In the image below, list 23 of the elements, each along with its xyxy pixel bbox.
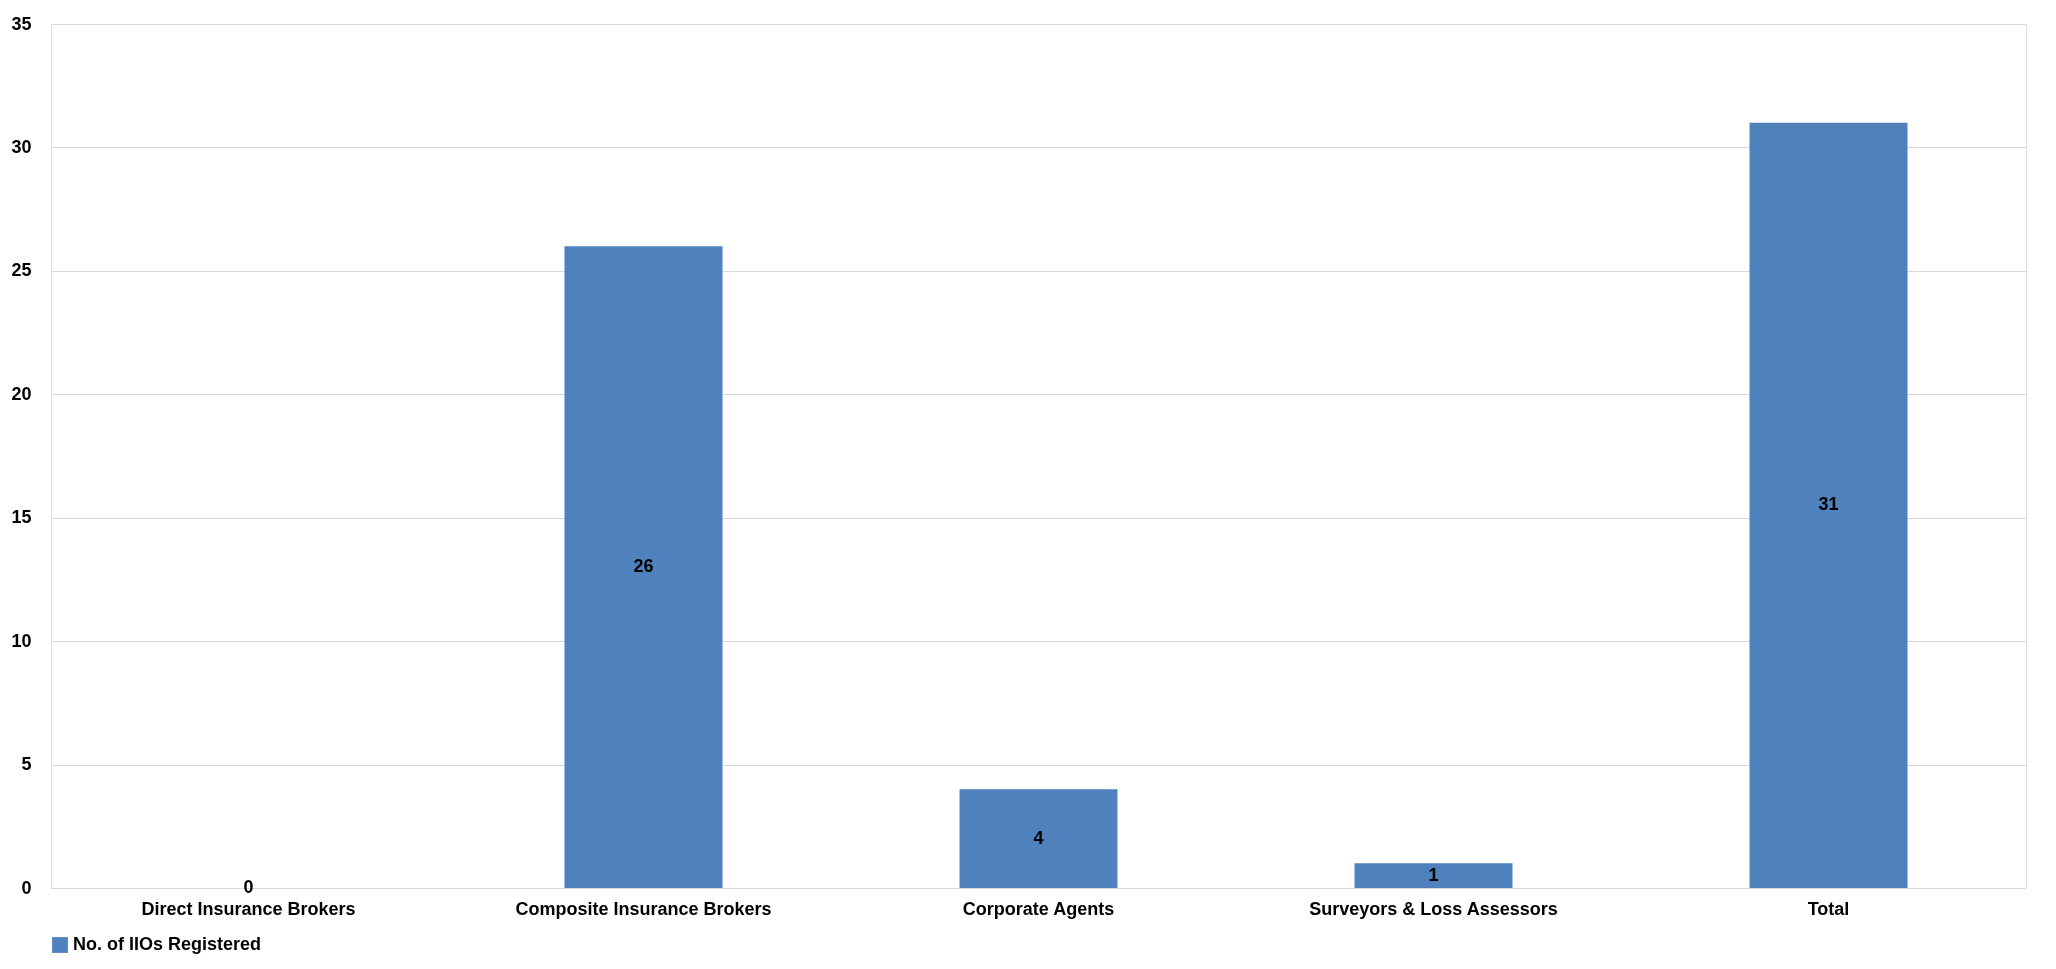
data-label: 26 [633, 556, 654, 577]
y-tick-label: 0 [21, 877, 32, 898]
x-tick-label: Surveyors & Loss Assessors [1309, 898, 1558, 919]
bar [1749, 122, 1908, 888]
legend-label: No. of IIOs Registered [73, 934, 262, 954]
y-tick-label: 25 [11, 260, 32, 281]
data-label: 4 [1033, 827, 1044, 848]
x-tick-label: Corporate Agents [962, 898, 1115, 919]
x-tick-label: Direct Insurance Brokers [141, 898, 356, 919]
y-tick-label: 15 [11, 507, 32, 528]
x-tick-label: Total [1807, 898, 1850, 919]
y-tick-label: 35 [11, 13, 32, 34]
data-label: 0 [243, 877, 254, 897]
x-tick-label: Composite Insurance Brokers [515, 898, 772, 919]
bar [564, 246, 723, 888]
y-tick-label: 5 [21, 754, 32, 775]
y-tick-label: 10 [11, 630, 32, 651]
y-tick-label: 30 [11, 136, 32, 157]
bar [1354, 863, 1513, 888]
data-label: 31 [1818, 494, 1839, 515]
y-tick-label: 20 [11, 383, 32, 404]
data-label: 1 [1428, 864, 1439, 885]
bar [959, 789, 1118, 888]
